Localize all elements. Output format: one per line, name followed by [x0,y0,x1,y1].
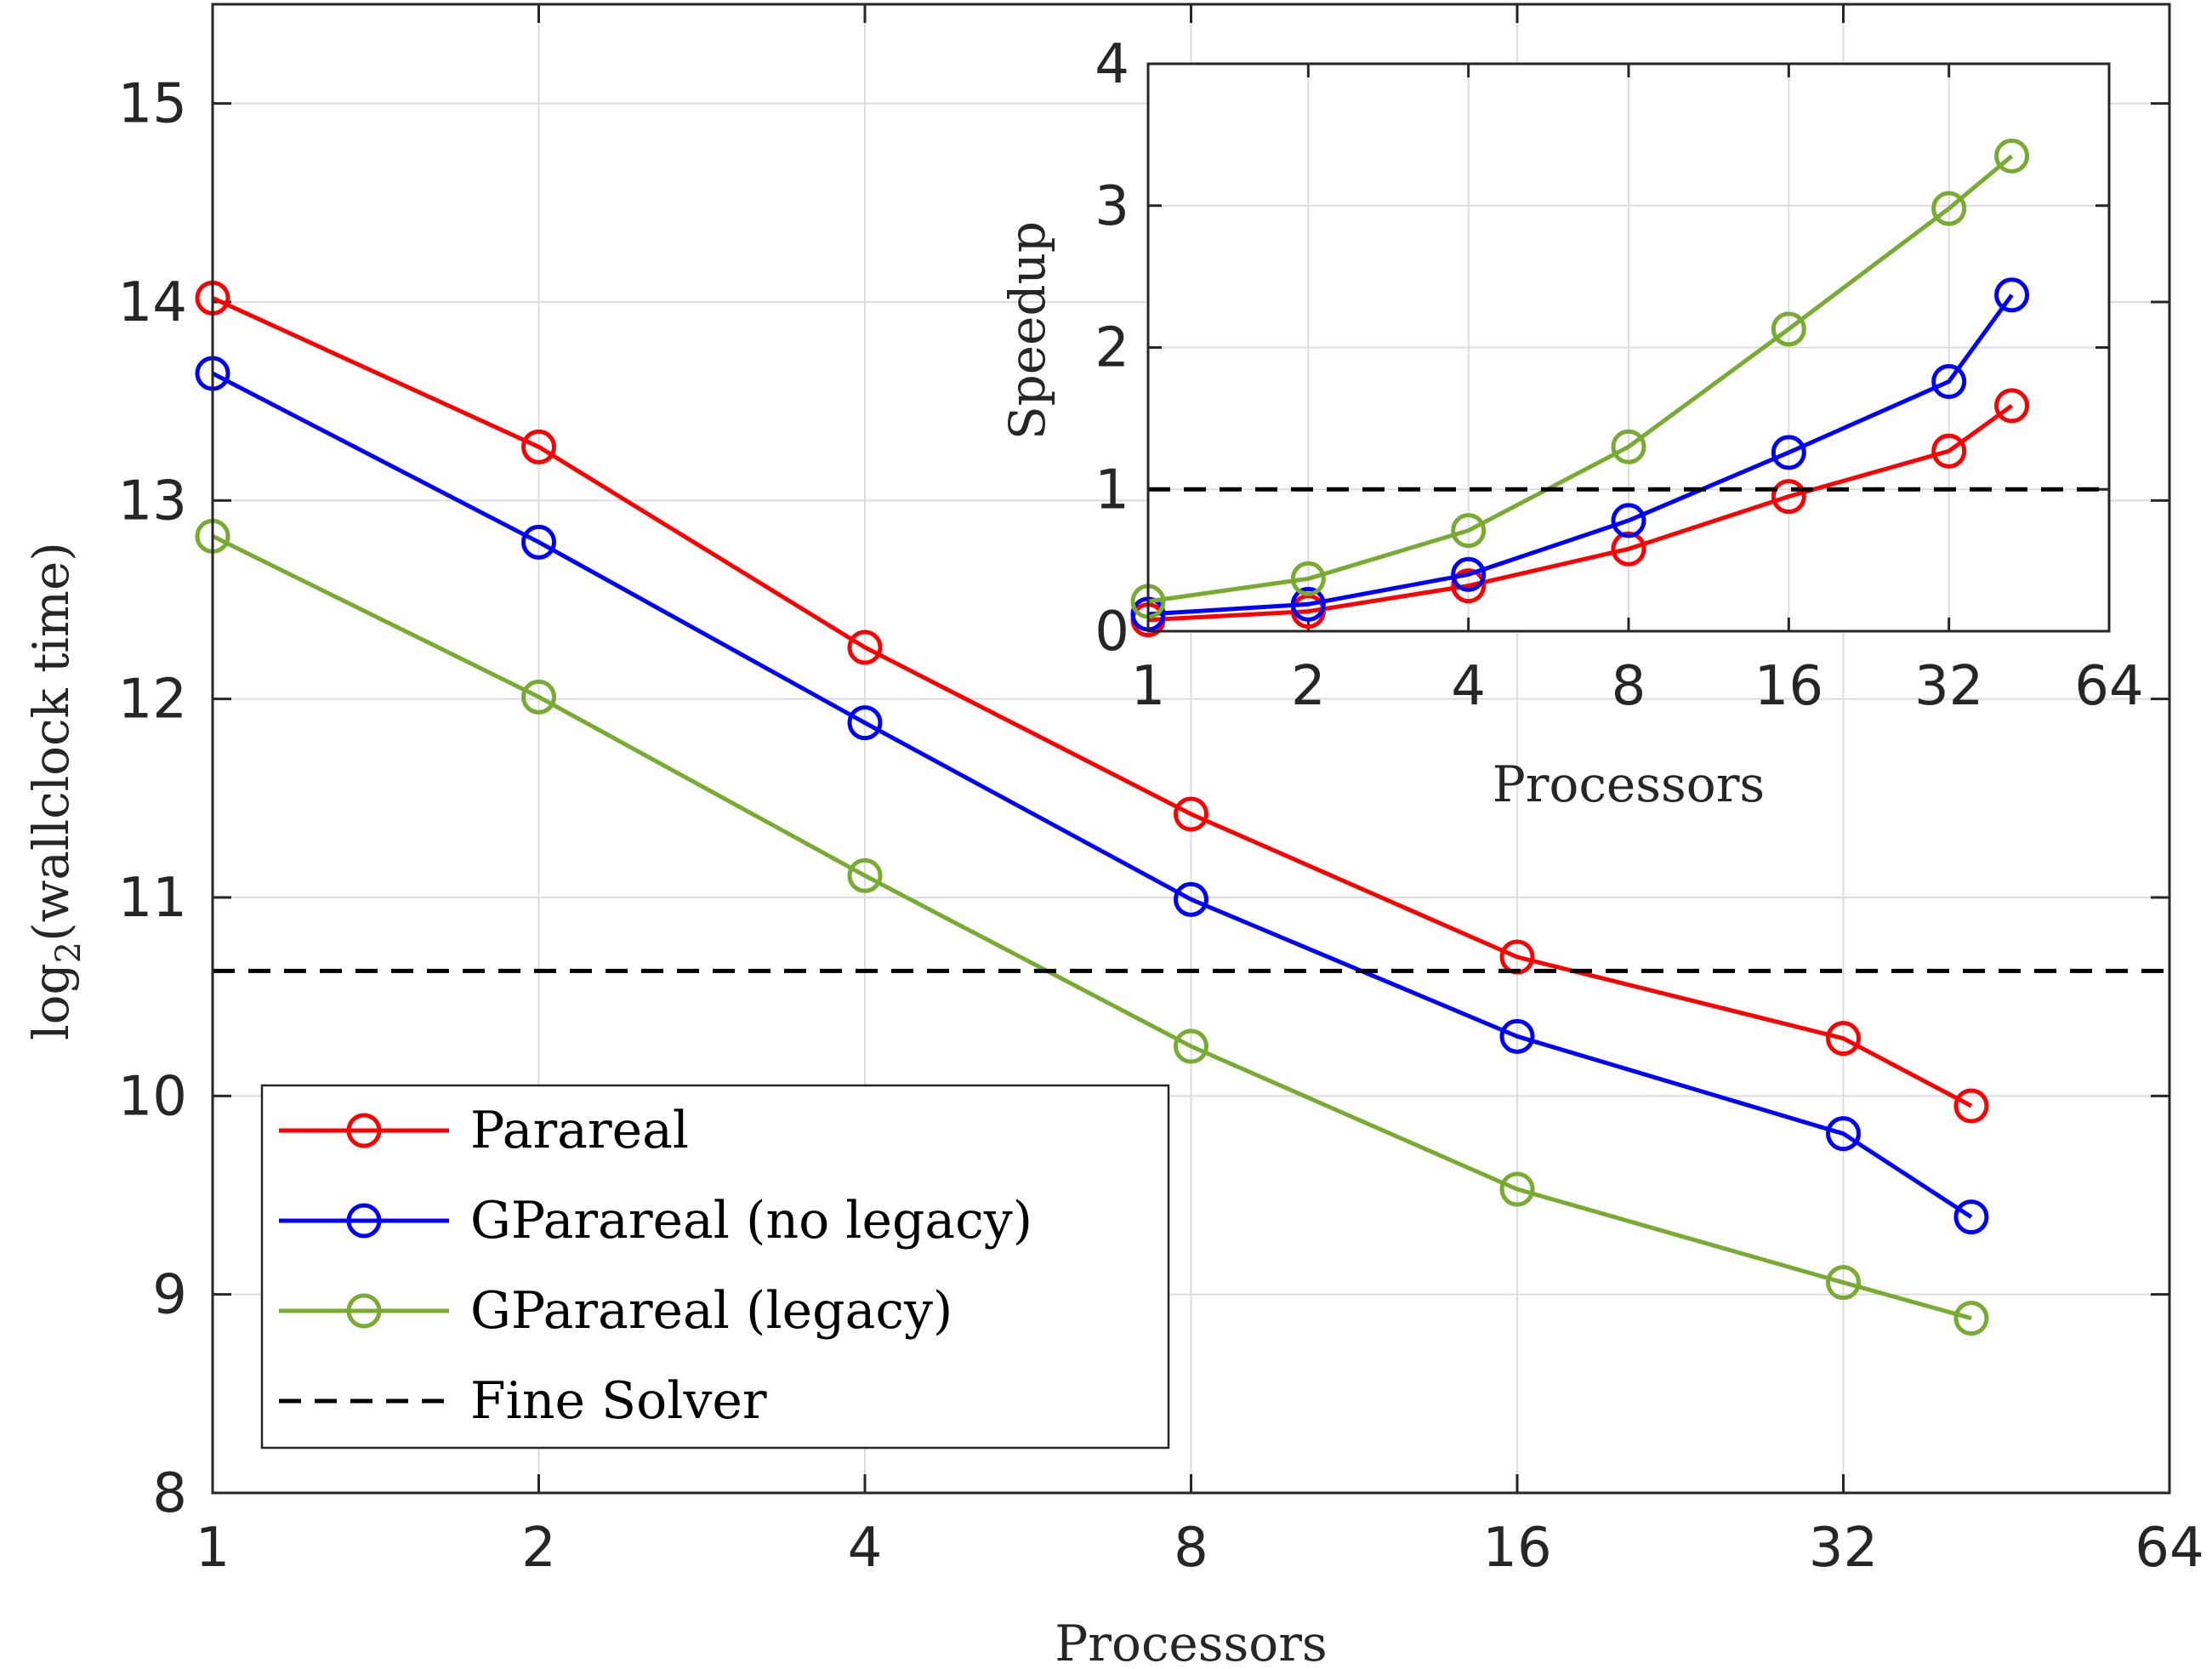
x-tick-label: 2 [521,1517,556,1580]
series-line [211,371,1973,1219]
x-tick-label: 16 [1482,1517,1551,1580]
data-point [1451,513,1487,549]
x-tick-label: 8 [1174,1517,1208,1580]
y-tick-label: 10 [118,1065,187,1128]
x-tick-label: 64 [2135,1517,2203,1580]
inset-x-tick-labels: 1 2 4 8 16 32 64 [1131,655,2144,718]
x-tick-label: 4 [1451,655,1486,718]
y-tick-label: 2 [1095,317,1129,380]
x-tick-label: 16 [1754,655,1823,718]
data-point [1174,1028,1208,1064]
x-tick-label: 32 [1914,655,1983,718]
data-point [1771,311,1806,347]
data-point [1611,503,1646,538]
series-line [1147,293,2014,617]
inset-x-axis-label: Processors [1493,755,1765,813]
data-point [1953,1301,1989,1336]
data-point [1174,881,1208,917]
data-point [1771,435,1806,470]
data-point [1771,479,1806,515]
data-point [847,629,883,665]
x-tick-label: 32 [1809,1517,1878,1580]
data-point [1994,277,2030,313]
legend-box [260,1084,1170,1450]
main-series [195,280,2169,1336]
data-point [1451,556,1487,592]
data-point [1994,138,2030,174]
main-x-tick-labels: 1 2 4 8 16 32 64 [196,1517,2204,1580]
legend-marker [346,1293,382,1329]
main-y-tick-labels: 8 9 10 11 12 13 14 15 [118,73,187,1525]
data-point [1931,191,1967,226]
x-tick-label: 4 [848,1517,883,1580]
data-point [1826,1265,1861,1301]
legend-items: Parareal GParareal (no legacy) GParareal (… [279,1101,1032,1431]
main-y-axis-label: log2(wallclock time) [22,542,88,1040]
y-tick-label: 15 [118,73,187,136]
data-point [1611,429,1646,464]
y-tick-label: 14 [118,271,187,334]
inset-series [1130,138,2109,638]
main-x-axis-label: Processors [1055,1615,1327,1669]
y-tick-label: 11 [118,867,187,930]
data-point [847,705,883,741]
y-tick-label: 9 [152,1264,187,1327]
data-point [1499,1018,1535,1054]
data-point [1290,586,1326,622]
data-point [1931,433,1967,469]
data-point [847,857,883,893]
data-point [1826,1116,1861,1152]
legend-marker [346,1203,382,1239]
data-point [1994,388,2030,424]
y-tick-label: 1 [1095,459,1129,521]
series-line [211,296,1973,1108]
y-tick-label: 12 [118,669,187,732]
inset-y-axis-label: Speedup [998,221,1056,440]
ylabel-log: log [22,963,80,1040]
inset-plot-frame [1146,62,2111,633]
main-plot-frame [211,3,2171,1495]
y-tick-label: 3 [1095,175,1129,238]
series-line [211,534,1972,1321]
y-tick-label: 8 [152,1462,187,1525]
x-tick-label: 64 [2074,655,2143,718]
legend-label: GParareal (legacy) [470,1281,952,1341]
data-point [1953,1199,1989,1235]
x-tick-label: 2 [1291,655,1326,718]
data-point [1451,568,1487,604]
data-point [1499,1171,1535,1207]
data-point [1826,1021,1861,1057]
legend: Parareal GParareal (no legacy) GParareal (… [260,1084,1170,1450]
data-point [1931,364,1967,400]
data-point [521,429,556,464]
data-point [1953,1088,1989,1124]
data-point [1174,796,1208,832]
data-point [521,679,556,715]
series-line [1147,403,2014,623]
x-tick-label: 1 [196,1517,230,1580]
y-tick-label: 0 [1095,601,1129,664]
ylabel-subscript: 2 [49,942,88,963]
data-point [1611,531,1646,567]
legend-label: Parareal [470,1101,689,1160]
y-tick-label: 13 [118,470,187,533]
data-point [521,524,556,560]
legend-label: GParareal (no legacy) [470,1191,1032,1250]
x-tick-label: 8 [1612,655,1646,718]
data-point [1290,561,1326,596]
ylabel-rest: (wallclock time) [22,542,80,942]
inset-y-tick-labels: 0 1 2 3 4 [1095,33,1129,664]
x-tick-label: 1 [1131,655,1166,718]
y-tick-label: 4 [1095,33,1129,96]
legend-marker [346,1113,382,1148]
series-line [1147,154,2014,604]
legend-label: Fine Solver [470,1371,767,1431]
